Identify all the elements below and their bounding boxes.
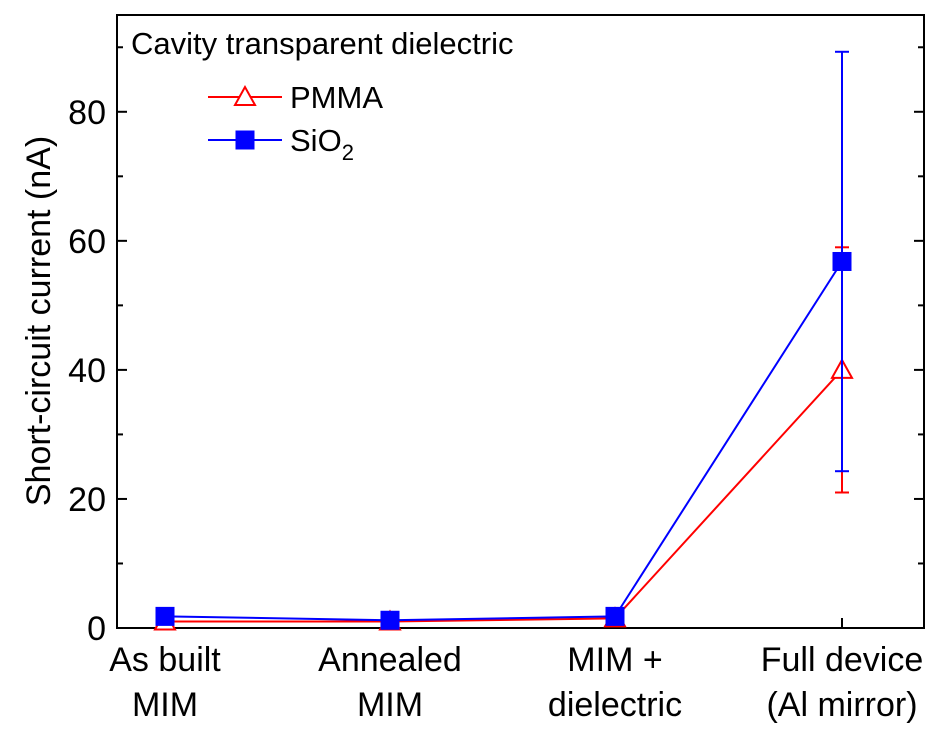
series-line — [165, 369, 843, 623]
legend-label: SiO2 — [290, 123, 354, 165]
marker-square — [605, 606, 625, 626]
series-pmma — [153, 246, 854, 631]
y-tick-label: 60 — [68, 223, 106, 261]
x-axis-ticks: As built MIM Annealed MIM MIM + dielectric Ful… — [109, 618, 923, 724]
legend-label: PMMA — [290, 80, 383, 115]
marker-triangle — [233, 84, 257, 106]
x-tick-label-line1: Annealed — [318, 641, 462, 679]
marker-square — [380, 610, 400, 630]
marker-square — [155, 606, 175, 626]
y-tick-label: 40 — [68, 352, 106, 390]
series-sio2 — [155, 50, 852, 630]
plot-frame — [116, 14, 925, 629]
x-tick-label-line2: MIM — [357, 686, 423, 724]
y-tick-label: 20 — [68, 481, 106, 519]
series-line — [164, 260, 843, 622]
x-tick-label-line2: MIM — [132, 686, 198, 724]
legend-label-subscript: 2 — [342, 140, 354, 165]
x-tick-label-line1: MIM + — [567, 641, 662, 679]
y-axis-label: Short-circuit current (nA) — [20, 136, 58, 506]
marker-square — [832, 251, 852, 271]
x-tick-label-line2: dielectric — [548, 686, 682, 724]
y-axis-ticks: 0 20 40 60 80 — [68, 46, 924, 648]
legend-entry-sio2: SiO2 — [208, 123, 354, 165]
series-layer — [153, 50, 854, 631]
legend-title: Cavity transparent dielectric — [131, 26, 514, 61]
marker-square — [235, 130, 255, 150]
x-tick-label-line2: (Al mirror) — [766, 686, 917, 724]
y-tick-label: 80 — [68, 94, 106, 132]
legend: Cavity transparent dielectric PMMA SiO2 — [131, 26, 514, 165]
legend-entry-pmma: PMMA — [208, 80, 383, 115]
y-tick-label: 0 — [87, 610, 106, 648]
x-tick-label-line1: As built — [109, 641, 221, 679]
x-tick-label-line1: Full device — [761, 641, 924, 679]
